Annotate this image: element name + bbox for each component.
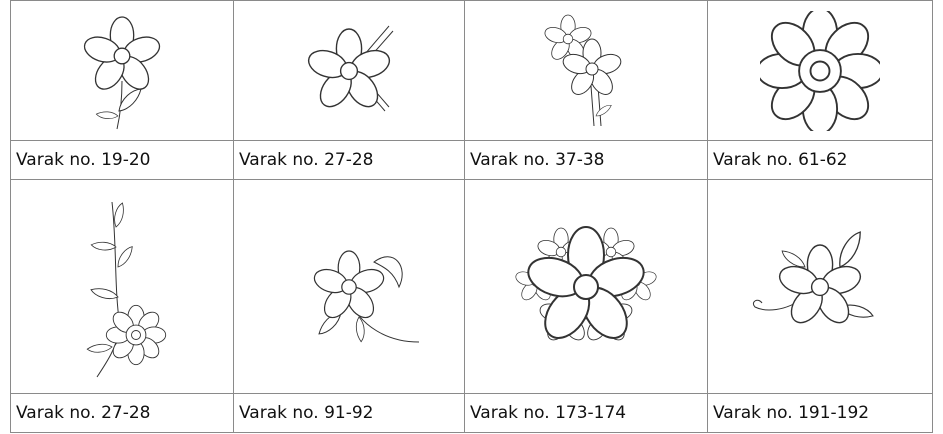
image-cell	[233, 179, 465, 394]
caption: Varak no. 27-28	[233, 140, 465, 180]
image-row	[10, 0, 933, 141]
flower-drawing	[760, 10, 880, 131]
image-cell	[707, 0, 933, 141]
caption: Varak no. 61-62	[707, 140, 933, 180]
image-cell	[10, 0, 234, 141]
caption: Varak no. 19-20	[10, 140, 234, 180]
flower-drawing	[304, 25, 394, 113]
caption-row: Varak no. 19-20 Varak no. 27-28 Varak no…	[10, 140, 933, 180]
caption: Varak no. 37-38	[464, 140, 708, 180]
caption-row: Varak no. 27-28 Varak no. 91-92 Varak no…	[10, 393, 933, 433]
flower-drawing	[542, 14, 624, 126]
flower-drawing	[80, 15, 164, 129]
image-cell	[464, 179, 708, 394]
flower-drawing	[310, 249, 420, 342]
flower-drawing	[86, 201, 167, 377]
flower-drawing	[513, 225, 659, 347]
caption: Varak no. 173-174	[464, 393, 708, 433]
image-row	[10, 179, 933, 394]
image-cell	[233, 0, 465, 141]
image-cell	[464, 0, 708, 141]
caption: Varak no. 191-192	[707, 393, 933, 433]
caption: Varak no. 27-28	[10, 393, 234, 433]
gallery-table: Varak no. 19-20 Varak no. 27-28 Varak no…	[10, 0, 933, 433]
flower-drawing	[752, 229, 875, 329]
image-cell	[707, 179, 933, 394]
image-cell	[10, 179, 234, 394]
caption: Varak no. 91-92	[233, 393, 465, 433]
